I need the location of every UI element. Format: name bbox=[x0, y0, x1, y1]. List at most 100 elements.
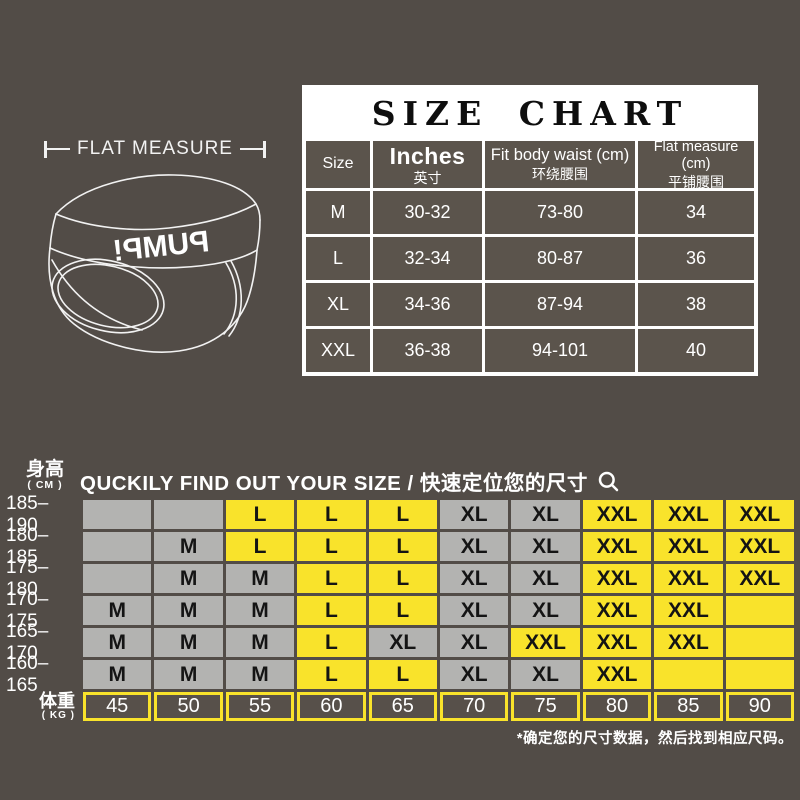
size-cell bbox=[83, 564, 152, 593]
size-cell: XXL bbox=[582, 628, 652, 657]
footnote: *确定您的尺寸数据，然后找到相应尺码。 bbox=[516, 731, 793, 747]
size-cell: L bbox=[297, 532, 366, 561]
size-cell: M bbox=[154, 532, 223, 561]
briefs-illustration: PUMP! bbox=[48, 174, 261, 353]
size-cell: M bbox=[225, 596, 295, 625]
weight-cell: 75 bbox=[511, 692, 580, 721]
size-cell: L bbox=[368, 660, 437, 689]
size-cell: XXL bbox=[654, 596, 723, 625]
size-cell: L bbox=[225, 500, 295, 529]
size-cell: M bbox=[83, 660, 152, 689]
size-cell: XL bbox=[440, 628, 509, 657]
size-cell: M bbox=[225, 660, 295, 689]
size-cell bbox=[725, 596, 794, 625]
table-cell: 73-80 bbox=[485, 191, 635, 234]
size-cell bbox=[654, 660, 723, 689]
table-cell: 38 bbox=[638, 283, 754, 326]
size-cell: XL bbox=[511, 564, 580, 593]
size-cell: L bbox=[297, 628, 366, 657]
column-header-fit-body-waist: Fit body waist (cm) 环绕腰围 bbox=[485, 141, 635, 188]
size-cell: L bbox=[368, 596, 437, 625]
finder-heading: QUCKILY FIND OUT YOUR SIZE / 快速定位您的尺寸 bbox=[80, 466, 620, 496]
table-cell-size-l: L bbox=[306, 237, 370, 280]
weight-cell: 45 bbox=[83, 692, 152, 721]
weight-cell: 70 bbox=[440, 692, 509, 721]
table-cell: 32-34 bbox=[373, 237, 482, 280]
size-cell bbox=[83, 500, 152, 529]
size-cell: M bbox=[83, 628, 152, 657]
table-cell: 94-101 bbox=[485, 329, 635, 372]
size-cell: XXL bbox=[725, 532, 794, 561]
table-cell: 87-94 bbox=[485, 283, 635, 326]
size-cell: XL bbox=[511, 532, 580, 561]
flat-measure-dimension-line: FLAT MEASURE bbox=[44, 138, 267, 160]
table-cell: 34 bbox=[638, 191, 754, 234]
table-cell-size-xxl: XXL bbox=[306, 329, 370, 372]
weight-cell: 50 bbox=[154, 692, 223, 721]
size-cell: XL bbox=[440, 532, 509, 561]
measure-end-tick-right bbox=[263, 140, 267, 158]
size-cell: XXL bbox=[582, 564, 652, 593]
size-cell: L bbox=[297, 660, 366, 689]
table-cell: 30-32 bbox=[373, 191, 482, 234]
size-cell: XL bbox=[511, 500, 580, 529]
search-icon bbox=[598, 471, 619, 491]
size-cell: L bbox=[297, 564, 366, 593]
weight-cell: 85 bbox=[654, 692, 723, 721]
size-cell: XXL bbox=[654, 500, 723, 529]
size-cell: XXL bbox=[582, 596, 652, 625]
weight-cell: 55 bbox=[225, 692, 295, 721]
size-cell: XXL bbox=[654, 628, 723, 657]
table-cell: 80-87 bbox=[485, 237, 635, 280]
size-cell: M bbox=[83, 596, 152, 625]
size-cell: XXL bbox=[654, 532, 723, 561]
column-header-size: Size bbox=[306, 141, 370, 188]
brand-logo-text: PUMP! bbox=[111, 225, 211, 268]
table-cell: 36 bbox=[638, 237, 754, 280]
measure-line-right bbox=[239, 148, 264, 150]
size-cell: M bbox=[154, 564, 223, 593]
table-cell-size-xl: XL bbox=[306, 283, 370, 326]
table-cell: 34-36 bbox=[373, 283, 482, 326]
size-cell: XXL bbox=[582, 532, 652, 561]
size-cell: XXL bbox=[725, 564, 794, 593]
size-cell: XXL bbox=[582, 660, 652, 689]
weight-cell: 60 bbox=[297, 692, 366, 721]
size-cell: XXL bbox=[582, 500, 652, 529]
size-cell bbox=[83, 532, 152, 561]
finder-heading-text: QUCKILY FIND OUT YOUR SIZE / 快速定位您的尺寸 bbox=[80, 472, 588, 495]
size-cell: XXL bbox=[725, 500, 794, 529]
size-cell: XL bbox=[440, 500, 509, 529]
size-cell: XL bbox=[368, 628, 437, 657]
table-cell: 36-38 bbox=[373, 329, 482, 372]
size-chart-title: SIZE CHART bbox=[306, 89, 754, 137]
size-cell bbox=[725, 628, 794, 657]
size-cell: XXL bbox=[511, 628, 580, 657]
size-cell bbox=[725, 660, 794, 689]
size-cell: M bbox=[225, 628, 295, 657]
size-cell: XL bbox=[440, 596, 509, 625]
measure-end-tick-left bbox=[44, 140, 47, 158]
table-cell-size-m: M bbox=[306, 191, 370, 234]
size-cell: L bbox=[368, 564, 437, 593]
weight-cell: 80 bbox=[582, 692, 652, 721]
size-cell: L bbox=[368, 500, 437, 529]
size-cell: M bbox=[225, 564, 295, 593]
size-cell: XL bbox=[440, 660, 509, 689]
size-cell: M bbox=[154, 596, 223, 625]
size-cell: L bbox=[297, 500, 366, 529]
size-cell: XL bbox=[511, 660, 580, 689]
size-cell: XL bbox=[511, 596, 580, 625]
size-chart-table: SIZE CHART Size Inches 英寸 Fit body waist… bbox=[302, 85, 758, 376]
size-cell: XXL bbox=[654, 564, 723, 593]
flat-measure-label: FLAT MEASURE bbox=[77, 138, 233, 159]
measure-line-left bbox=[47, 148, 71, 150]
weight-cell: 90 bbox=[725, 692, 794, 721]
column-header-flat-measure: Flat measure (cm) 平铺腰围 bbox=[638, 139, 754, 190]
size-cell: L bbox=[368, 532, 437, 561]
table-cell: 40 bbox=[638, 329, 754, 372]
column-header-inches: Inches 英寸 bbox=[373, 141, 482, 188]
height-axis-label: 身高 ( CM ) bbox=[25, 459, 64, 491]
weight-cell: 65 bbox=[368, 692, 437, 721]
